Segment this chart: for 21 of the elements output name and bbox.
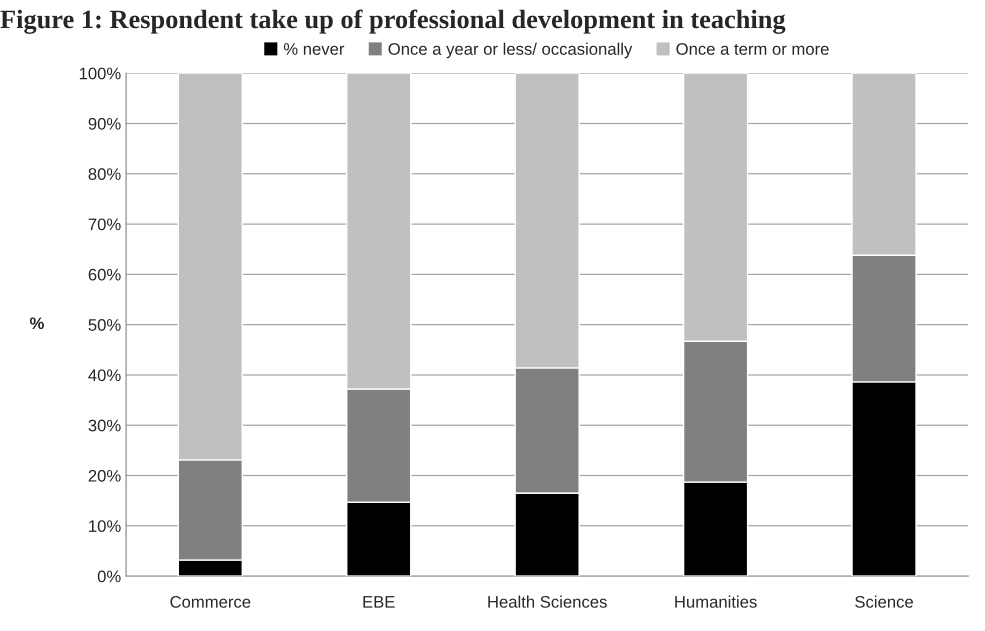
y-tick-label: 40% — [88, 369, 121, 382]
x-tick-label: EBE — [363, 596, 395, 608]
x-tick-label: Science — [855, 596, 913, 608]
legend-label: Once a year or less/ occasionally — [388, 42, 632, 58]
x-tick-label: Commerce — [170, 596, 250, 608]
y-tick-label: 80% — [88, 168, 121, 180]
y-tick-label: 100% — [80, 68, 121, 80]
chart-title: Figure 1: Respondent take up of professional development in teaching — [0, 9, 786, 34]
y-tick-label: 50% — [88, 319, 121, 331]
x-tick-label: Humanities — [675, 596, 757, 608]
y-tick-label: 10% — [89, 520, 121, 532]
y-axis-title: % — [30, 317, 44, 330]
y-tick-label: 0% — [98, 570, 121, 582]
y-tick-label: 30% — [88, 420, 121, 432]
y-tick-label: 20% — [88, 470, 121, 482]
x-tick-label: Health Sciences — [488, 596, 607, 608]
legend-label: % never — [284, 43, 344, 55]
y-tick-label: 90% — [88, 118, 121, 130]
y-tick-label: 60% — [88, 268, 121, 281]
y-tick-label: 70% — [88, 218, 121, 230]
legend-label: Once a term or more — [676, 43, 829, 55]
